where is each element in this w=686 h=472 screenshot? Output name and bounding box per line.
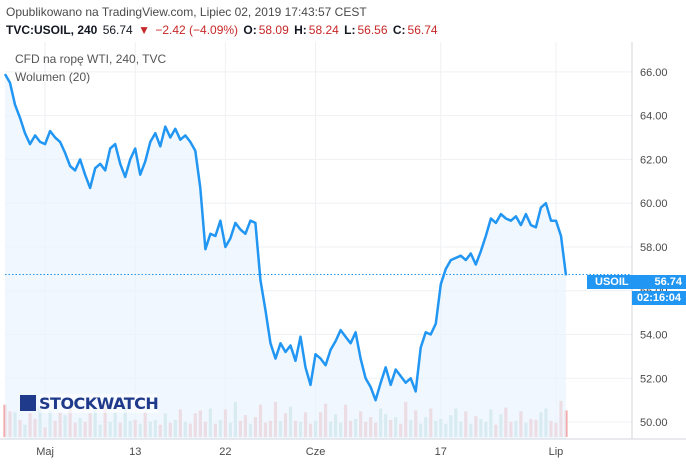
open-label: O: <box>243 23 257 37</box>
logo-bars-icon <box>20 395 36 411</box>
stockwatch-logo: STOCKWATCH <box>20 393 159 413</box>
published-info: Opublikowano na TradingView.com, Lipiec … <box>6 5 367 19</box>
quote-line: TVC:USOIL, 240 56.74 ▼ −2.42 (−4.09%) O:… <box>6 23 440 37</box>
logo-text: STOCKWATCH <box>39 393 159 413</box>
close-value: 56.74 <box>407 23 438 37</box>
price-tick-label: 60.00 <box>640 198 668 210</box>
chart-header: Opublikowano na TradingView.com, Lipiec … <box>0 0 686 42</box>
price-tag-symbol: USOIL <box>595 276 629 288</box>
series-title: CFD na ropę WTI, 240, TVC <box>15 52 167 66</box>
last-price-tag: USOIL 56.74 <box>587 275 686 289</box>
open-value: 58.09 <box>258 23 289 37</box>
time-tick-label: 13 <box>129 446 141 458</box>
price-tick-label: 54.00 <box>640 330 668 342</box>
price-tick-label: 62.00 <box>640 154 668 166</box>
time-tick-label: Cze <box>306 446 326 458</box>
price-chart[interactable]: 50.0052.0054.0056.0058.0060.0062.0064.00… <box>0 42 686 472</box>
price-tick-label: 50.00 <box>640 417 668 429</box>
low-label: L: <box>344 23 356 37</box>
time-tick-label: 17 <box>435 446 447 458</box>
time-tick-label: Lip <box>549 446 564 458</box>
bar-countdown: 02:16:04 <box>632 291 686 305</box>
price-tick-label: 58.00 <box>640 242 668 254</box>
time-axis[interactable]: Maj 13 22 Cze 17 Lip <box>36 446 563 458</box>
price-tag-value: 56.74 <box>654 276 682 288</box>
price-change: −2.42 (−4.09%) <box>155 23 239 37</box>
low-value: 56.56 <box>357 23 388 37</box>
price-area <box>5 74 566 439</box>
symbol-label: TVC:USOIL, 240 <box>6 23 98 37</box>
high-label: H: <box>294 23 307 37</box>
price-line <box>3 73 568 402</box>
close-label: C: <box>392 23 406 37</box>
time-tick-label: 22 <box>219 446 231 458</box>
price-axis[interactable]: 50.0052.0054.0056.0058.0060.0062.0064.00… <box>640 67 668 429</box>
time-tick-label: Maj <box>36 446 54 458</box>
last-price: 56.74 <box>102 23 133 37</box>
high-value: 58.24 <box>308 23 339 37</box>
price-tick-label: 66.00 <box>640 67 668 79</box>
price-tick-label: 52.00 <box>640 373 668 385</box>
price-tick-label: 64.00 <box>640 111 668 123</box>
down-arrow-icon: ▼ <box>138 23 150 37</box>
volume-title: Wolumen (20) <box>15 70 91 84</box>
